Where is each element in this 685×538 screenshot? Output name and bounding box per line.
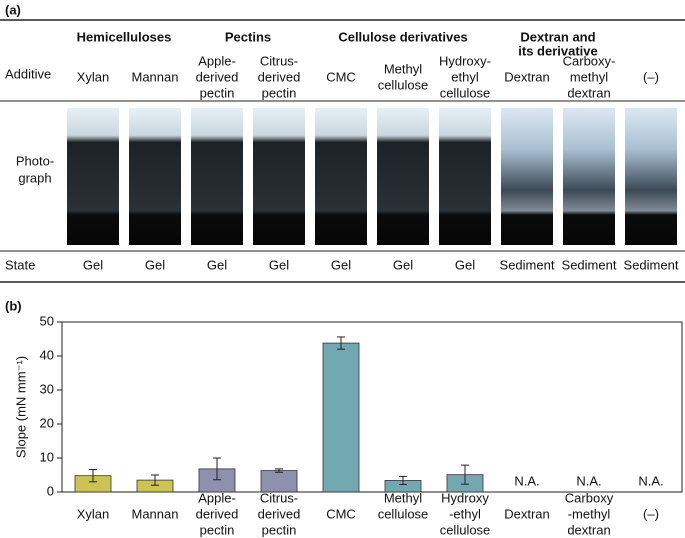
x-tick-label: Apple- bbox=[198, 490, 236, 505]
panel-label: (b) bbox=[5, 298, 22, 313]
additive-name: cellulose bbox=[440, 85, 491, 100]
x-tick-label: -methyl bbox=[568, 506, 611, 521]
additive-name: Apple- bbox=[198, 53, 236, 68]
y-tick-label: 0 bbox=[47, 483, 54, 498]
state: Sediment bbox=[624, 257, 679, 272]
x-tick-label: Carboxy bbox=[565, 490, 614, 505]
x-tick-label: Citrus- bbox=[260, 490, 298, 505]
panel-label: (a) bbox=[5, 2, 21, 17]
additive-name: CMC bbox=[326, 69, 356, 84]
additive-name: methyl bbox=[570, 69, 608, 84]
x-tick-label: Mannan bbox=[132, 506, 179, 521]
x-tick-label: CMC bbox=[326, 506, 356, 521]
y-tick-label: 30 bbox=[40, 381, 54, 396]
state: Gel bbox=[269, 257, 289, 272]
bar bbox=[322, 342, 360, 493]
state: Gel bbox=[207, 257, 227, 272]
additive-name: cellulose bbox=[378, 77, 429, 92]
y-tick-label: 40 bbox=[40, 347, 54, 362]
group-header: its derivative bbox=[518, 43, 598, 58]
vial-photo bbox=[315, 108, 367, 245]
additive-name: derived bbox=[258, 69, 301, 84]
additive-name: dextran bbox=[567, 85, 610, 100]
y-tick-label: 50 bbox=[40, 313, 54, 328]
additive-name: derived bbox=[196, 69, 239, 84]
additive-name: Citrus- bbox=[260, 53, 298, 68]
state: Gel bbox=[393, 257, 413, 272]
group-header: Hemicelluloses bbox=[77, 29, 172, 44]
additive-name: Methyl bbox=[384, 61, 422, 76]
row-label: Additive bbox=[5, 66, 51, 81]
vial-photo bbox=[625, 108, 677, 245]
x-tick-label: Xylan bbox=[77, 506, 110, 521]
group-header: Cellulose derivatives bbox=[338, 29, 467, 44]
value-label: N.A. bbox=[638, 473, 663, 488]
additive-name: pectin bbox=[200, 85, 235, 100]
vial-photo bbox=[377, 108, 429, 245]
state: Gel bbox=[331, 257, 351, 272]
y-tick-label: 10 bbox=[40, 449, 54, 464]
state: Sediment bbox=[500, 257, 555, 272]
x-tick-label: -ethyl bbox=[449, 506, 481, 521]
vial-photo bbox=[129, 108, 181, 245]
value-label: N.A. bbox=[514, 473, 539, 488]
value-label: N.A. bbox=[576, 473, 601, 488]
x-tick-label: pectin bbox=[200, 522, 235, 537]
additive-name: Dextran bbox=[504, 69, 550, 84]
vial-photo bbox=[191, 108, 243, 245]
bar bbox=[260, 470, 298, 493]
y-tick-label: 20 bbox=[40, 415, 54, 430]
row-label: State bbox=[5, 257, 35, 272]
vial-photo bbox=[501, 108, 553, 245]
x-tick-label: Hydroxy bbox=[441, 490, 489, 505]
state: Sediment bbox=[562, 257, 617, 272]
x-tick-label: (–) bbox=[643, 506, 659, 521]
additive-name: ethyl bbox=[451, 69, 479, 84]
row-label: graph bbox=[18, 170, 51, 185]
x-tick-label: Dextran bbox=[504, 506, 550, 521]
vial-photo bbox=[67, 108, 119, 245]
y-axis-label: Slope (mN mm⁻¹) bbox=[13, 356, 28, 458]
plot-frame bbox=[61, 321, 683, 493]
additive-name: Xylan bbox=[77, 69, 110, 84]
vial-photo bbox=[439, 108, 491, 245]
additive-name: pectin bbox=[262, 85, 297, 100]
state: Gel bbox=[455, 257, 475, 272]
row-label: Photo- bbox=[16, 153, 54, 168]
x-tick-label: pectin bbox=[262, 522, 297, 537]
additive-name: Hydroxy- bbox=[439, 53, 491, 68]
x-tick-label: derived bbox=[258, 506, 301, 521]
additive-name: Carboxy- bbox=[563, 53, 616, 68]
x-tick-label: Methyl bbox=[384, 490, 422, 505]
state: Gel bbox=[83, 257, 103, 272]
additive-name: Mannan bbox=[132, 69, 179, 84]
x-tick-label: cellulose bbox=[378, 506, 429, 521]
additive-name: (–) bbox=[643, 69, 659, 84]
state: Gel bbox=[145, 257, 165, 272]
group-header: Pectins bbox=[225, 29, 271, 44]
group-header: Dextran and bbox=[520, 29, 595, 44]
x-tick-label: dextran bbox=[567, 522, 610, 537]
vial-photo bbox=[253, 108, 305, 245]
vial-photo bbox=[563, 108, 615, 245]
x-tick-label: cellulose bbox=[440, 522, 491, 537]
x-tick-label: derived bbox=[196, 506, 239, 521]
